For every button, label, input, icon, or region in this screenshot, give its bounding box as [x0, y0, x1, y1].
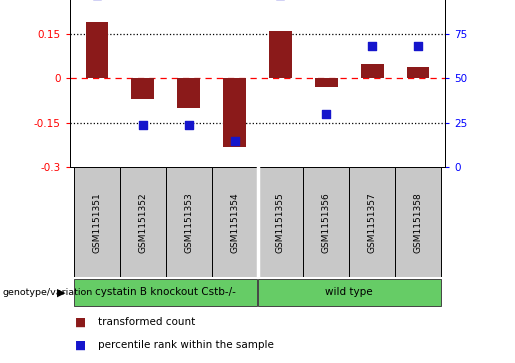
Point — [414, 44, 422, 49]
Bar — [120, 167, 166, 277]
Bar — [74, 167, 120, 277]
Bar — [74, 279, 258, 306]
Text: wild type: wild type — [325, 287, 373, 297]
Bar — [303, 167, 349, 277]
Text: GSM1151353: GSM1151353 — [184, 192, 193, 253]
Bar — [349, 167, 395, 277]
Point — [184, 122, 193, 127]
Bar — [395, 167, 441, 277]
Text: transformed count: transformed count — [98, 317, 195, 327]
Bar — [85, 22, 109, 78]
Point — [230, 138, 238, 144]
Text: ■: ■ — [75, 315, 86, 329]
Bar — [315, 78, 338, 87]
Text: cystatin B knockout Cstb-/-: cystatin B knockout Cstb-/- — [95, 287, 236, 297]
Bar — [166, 167, 212, 277]
Point — [139, 122, 147, 127]
Bar — [269, 31, 292, 78]
Bar — [223, 78, 246, 147]
Bar — [360, 64, 384, 78]
Text: GSM1151357: GSM1151357 — [368, 192, 376, 253]
Bar — [258, 167, 303, 277]
Text: percentile rank within the sample: percentile rank within the sample — [98, 340, 274, 350]
Text: GSM1151358: GSM1151358 — [414, 192, 422, 253]
Point — [322, 111, 331, 117]
Bar — [177, 78, 200, 108]
Text: GSM1151351: GSM1151351 — [93, 192, 101, 253]
Text: ■: ■ — [75, 338, 86, 351]
Bar — [131, 78, 154, 99]
Text: GSM1151354: GSM1151354 — [230, 192, 239, 253]
Text: ▶: ▶ — [57, 287, 65, 297]
Text: genotype/variation: genotype/variation — [3, 288, 93, 297]
Bar — [212, 167, 258, 277]
Text: GSM1151356: GSM1151356 — [322, 192, 331, 253]
Text: GSM1151352: GSM1151352 — [139, 192, 147, 253]
Point — [368, 44, 376, 49]
Bar — [258, 279, 441, 306]
Text: GSM1151355: GSM1151355 — [276, 192, 285, 253]
Bar — [406, 66, 430, 78]
